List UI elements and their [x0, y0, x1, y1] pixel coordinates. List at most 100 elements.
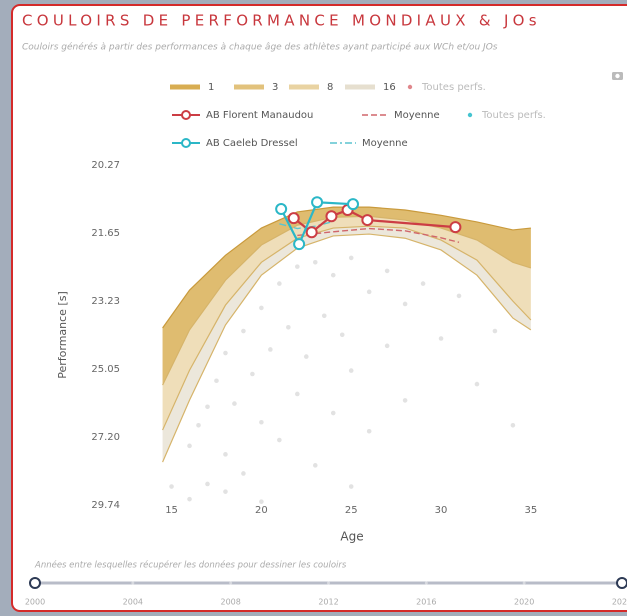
slider-tick: [229, 581, 233, 585]
background-point: [384, 343, 390, 349]
legend-item[interactable]: AB Caeleb Dressel: [172, 138, 298, 149]
legend-swatch[interactable]: [181, 138, 191, 148]
slider-handle[interactable]: [29, 577, 41, 589]
background-point: [456, 293, 462, 299]
slider-tick: [424, 581, 428, 585]
legend-label[interactable]: AB Caeleb Dressel: [206, 138, 298, 149]
background-point: [312, 260, 318, 265]
legend-swatch[interactable]: [467, 112, 473, 118]
athlete-point: [361, 214, 374, 227]
legend-item[interactable]: AB Florent Manaudou: [172, 110, 313, 121]
slider-label: Années entre lesquelles récupérer les do…: [34, 560, 347, 571]
legend-label[interactable]: Toutes perfs.: [421, 82, 486, 93]
x-tick-label: 20: [255, 505, 268, 516]
background-point: [303, 354, 309, 359]
background-point: [348, 484, 354, 489]
camera-icon[interactable]: [612, 72, 623, 80]
background-point: [169, 484, 174, 489]
slider-tick-label: 2016: [416, 598, 436, 607]
background-point: [330, 410, 336, 416]
background-point: [196, 422, 201, 428]
legend-label[interactable]: Toutes perfs.: [481, 110, 546, 121]
background-point: [232, 401, 237, 406]
legend-item[interactable]: 8: [289, 82, 333, 93]
x-tick-label: 30: [435, 505, 448, 516]
y-tick-label: 23.23: [91, 296, 120, 307]
background-point: [295, 391, 300, 397]
legend-item[interactable]: 16: [345, 82, 396, 93]
camera-lens[interactable]: [615, 73, 620, 79]
x-tick-label: 25: [345, 505, 358, 516]
background-point: [438, 336, 444, 341]
background-point: [241, 471, 246, 476]
series-line: [162, 225, 532, 431]
legend-label[interactable]: 3: [272, 82, 278, 93]
y-tick-label: 25.05: [91, 364, 120, 375]
card: [11, 4, 627, 612]
background-point: [366, 428, 372, 434]
y-tick-label: 29.74: [91, 500, 120, 511]
background-point: [205, 481, 210, 487]
slider-tick: [131, 581, 135, 585]
background-point: [492, 328, 498, 334]
title: COULOIRS DE PERFORMANCE MONDIAUX & JOs: [22, 12, 541, 30]
slider-tick: [327, 581, 330, 585]
background-point: [250, 371, 255, 377]
background-point: [402, 398, 408, 403]
background-point: [259, 305, 264, 311]
background-point: [402, 301, 408, 307]
athlete-point: [347, 198, 360, 211]
legend-label[interactable]: 8: [327, 82, 333, 93]
legend-label[interactable]: Moyenne: [362, 138, 408, 149]
background-point: [187, 443, 192, 449]
series-line: [162, 233, 532, 463]
background-point: [277, 437, 282, 443]
slider-tick-label: 2000: [25, 598, 45, 607]
series-line: [280, 201, 354, 247]
athlete-point: [287, 212, 300, 225]
legend-swatch[interactable]: [407, 84, 413, 90]
x-tick-label: 15: [165, 505, 178, 516]
legend-item[interactable]: Toutes perfs.: [467, 110, 546, 121]
background-point: [223, 350, 228, 356]
background-point: [420, 281, 426, 286]
slider-tick-label: 2012: [318, 598, 338, 607]
series-line: [297, 227, 460, 243]
slider-tick-label: 2024: [612, 598, 627, 607]
background-point: [321, 313, 327, 319]
background-point: [223, 489, 228, 494]
legend-label[interactable]: 1: [208, 82, 214, 93]
legend-item[interactable]: 3: [234, 82, 278, 93]
background-point: [348, 368, 354, 373]
legend-label[interactable]: 16: [383, 82, 396, 93]
athlete-point: [449, 221, 462, 234]
legend-swatch[interactable]: [181, 110, 191, 120]
slider-tick-label: 2020: [514, 598, 534, 607]
background-point: [259, 419, 264, 425]
background-point: [241, 328, 246, 334]
background-point: [474, 381, 480, 387]
y-tick-label: 27.20: [91, 432, 120, 443]
background-point: [223, 452, 228, 457]
subtitle: Couloirs générés à partir des performanc…: [22, 42, 498, 53]
background-point: [268, 347, 273, 352]
background-point: [214, 378, 219, 384]
background-point: [339, 332, 345, 338]
athlete-point: [275, 203, 288, 216]
legend-label[interactable]: Moyenne: [394, 110, 440, 121]
x-axis-label: Age: [340, 530, 363, 544]
legend-item[interactable]: Moyenne: [330, 138, 408, 149]
legend-item[interactable]: 1: [170, 82, 214, 93]
background-point: [277, 281, 282, 286]
legend-label[interactable]: AB Florent Manaudou: [206, 110, 313, 121]
background-point: [205, 404, 210, 410]
y-axis-label: Performance [s]: [56, 291, 69, 379]
background-point: [348, 255, 354, 261]
legend-item[interactable]: Moyenne: [362, 110, 440, 121]
athlete-point: [311, 196, 324, 209]
y-tick-label: 21.65: [91, 228, 120, 239]
y-tick-label: 20.27: [91, 160, 120, 171]
background-point: [187, 496, 192, 502]
slider-handle[interactable]: [616, 577, 627, 589]
legend-item[interactable]: Toutes perfs.: [407, 82, 486, 93]
